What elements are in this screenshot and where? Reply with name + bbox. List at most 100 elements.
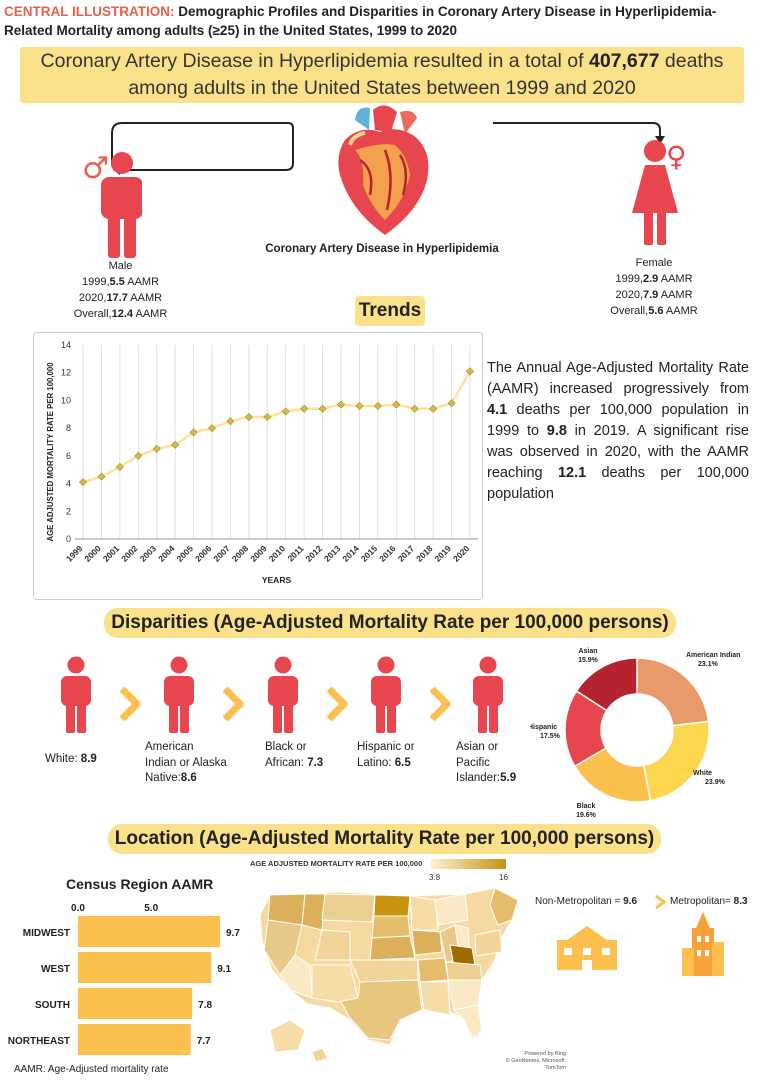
race-label: Hispanic or Latino: 6.5 xyxy=(357,740,457,771)
x-tick-label: 2016 xyxy=(377,543,398,564)
male-stats: Male 1999,5.5 AAMR 2020,17.7 AAMR Overal… xyxy=(58,258,183,322)
person-leg-right xyxy=(387,699,396,733)
data-point-2016 xyxy=(392,400,401,409)
race-value: 6.5 xyxy=(394,756,411,769)
map-legend-title: AGE ADJUSTED MORTALITY RATE PER 100,000 xyxy=(250,859,423,868)
race-value: 8.9 xyxy=(80,753,97,765)
race-label-line: Asian or xyxy=(456,741,499,753)
x-tick-label: 2020 xyxy=(451,543,472,564)
metro-stat: Metropolitan= 8.3 xyxy=(670,896,748,907)
female-figure-icon: ♀ xyxy=(632,140,687,245)
race-label-line: Native:8.6 xyxy=(145,772,197,784)
person-head xyxy=(274,656,292,674)
data-point-2006 xyxy=(207,424,217,433)
male-overall: Overall,12.4 AAMR xyxy=(73,308,168,320)
disparities-title: Disparities (Age-Adjusted Mortality Rate… xyxy=(104,608,676,638)
person-leg-left xyxy=(169,699,178,733)
census-bar-midwest xyxy=(78,916,220,947)
donut-slice-white xyxy=(642,720,710,802)
person-leg-left xyxy=(376,699,385,733)
banner-line-1: Coronary Artery Disease in Hyperlipidemi… xyxy=(20,48,744,75)
header-title: CENTRAL ILLUSTRATION: Demographic Profil… xyxy=(4,2,760,40)
person-icon xyxy=(473,656,503,733)
data-point-2019 xyxy=(447,399,456,408)
x-tick-label: 2007 xyxy=(211,543,232,564)
trends-title: Trends xyxy=(355,296,425,326)
race-label-line: Latino: 6.5 xyxy=(357,756,411,769)
rural-building-icon xyxy=(557,926,617,970)
aamr-2019: 9.8 xyxy=(546,423,567,439)
summary-banner: Coronary Artery Disease in Hyperlipidemi… xyxy=(20,47,744,103)
x-axis-title: YEARS xyxy=(262,575,292,585)
arrow-to-female-line xyxy=(122,122,294,171)
donut-slice-asian xyxy=(575,657,638,712)
person-body xyxy=(61,676,91,706)
x-tick-label: 2000 xyxy=(82,543,103,564)
donut-slice-american-indian xyxy=(636,657,710,727)
census-bar-chart: 0.0 5.0 MIDWEST 9.7 WEST 9.1 SOUTH 7.8 NORTHEAST… xyxy=(8,903,240,1055)
x-tick-label: 2003 xyxy=(138,543,159,564)
female-label: Female xyxy=(635,257,673,269)
data-point-2002 xyxy=(134,451,143,460)
donut-label: White xyxy=(693,770,712,777)
race-label: American Indian or Alaska Native:8.6 xyxy=(145,740,245,787)
male-1999: 1999,5.5 AAMR xyxy=(81,276,160,288)
map-credit-1: Powered by Bing xyxy=(524,1051,566,1057)
y-tick-label: 0 xyxy=(66,534,71,544)
person-head xyxy=(479,656,497,674)
census-category-label: NORTHEAST xyxy=(8,1036,70,1047)
person-head xyxy=(377,656,395,674)
x-tick-label: 2011 xyxy=(285,543,305,563)
person-icon xyxy=(61,656,91,733)
x-tick-label: 2008 xyxy=(230,543,251,564)
data-point-2013 xyxy=(336,400,346,409)
male-label: Male xyxy=(108,260,133,272)
header-text: Demographic Profiles and Disparities in … xyxy=(4,4,717,38)
trends-description: The Annual Age-Adjusted Mortality Rate (… xyxy=(487,360,749,502)
male-2020: 2020,17.7 AAMR xyxy=(78,292,163,304)
data-point-2003 xyxy=(152,444,161,453)
x-tick-label: 2004 xyxy=(156,543,177,564)
x-tick-label: 2010 xyxy=(267,543,288,564)
x-tick-label: 2005 xyxy=(175,543,196,564)
x-tick-label: 2014 xyxy=(340,543,361,564)
donut-percent: 23.1% xyxy=(698,661,719,668)
x-tick-label: 2018 xyxy=(414,543,435,564)
svg-text:♀: ♀ xyxy=(666,140,687,173)
race-value: 8.6 xyxy=(180,772,197,784)
heart-icon xyxy=(338,105,429,235)
census-category-label: SOUTH xyxy=(35,1000,70,1011)
data-point-2018 xyxy=(429,404,438,413)
race-label-line: Hispanic or xyxy=(357,741,415,753)
banner-line1-post: deaths xyxy=(659,50,724,72)
donut-label: Asian xyxy=(578,648,597,655)
race-donut-chart: American Indian 23.1% White 23.9% Black 19.6%… xyxy=(530,648,740,819)
banner-line1-pre: Coronary Artery Disease in Hyperlipidemi… xyxy=(40,50,589,72)
map-credit-2: © GeoNames, Microsoft, TomTom xyxy=(505,1058,566,1071)
x-tick-label: 2006 xyxy=(193,543,214,564)
data-point-2015 xyxy=(373,401,382,410)
arrow-to-male-line xyxy=(493,122,661,138)
map-credits: Powered by Bing © GeoNames, Microsoft, T… xyxy=(486,1051,566,1072)
y-tick-label: 4 xyxy=(66,479,71,489)
person-leg-right xyxy=(489,699,498,733)
census-category-label: WEST xyxy=(41,964,70,975)
chevron-right-icon xyxy=(655,894,667,910)
race-label: White: 8.9 xyxy=(45,752,145,768)
data-point-2014 xyxy=(355,401,364,410)
heart-caption: Coronary Artery Disease in Hyperlipidemi… xyxy=(265,243,499,255)
nonmetro-value: 9.6 xyxy=(623,896,638,907)
donut-label: Black xyxy=(577,803,596,810)
data-point-2004 xyxy=(171,440,180,449)
person-body xyxy=(371,676,401,706)
map-legend-gradient xyxy=(431,859,506,869)
race-value: 5.9 xyxy=(500,772,517,784)
female-stats: Female 1999,2.9 AAMR 2020,7.9 AAMR Overa… xyxy=(595,255,713,319)
race-label-line: Indian or Alaska xyxy=(145,756,227,769)
location-title: Location (Age-Adjusted Mortality Rate pe… xyxy=(108,824,661,854)
person-leg-right xyxy=(180,699,189,733)
chevron-path xyxy=(119,686,141,722)
x-tick-label: 2015 xyxy=(359,543,380,564)
data-point-2007 xyxy=(226,417,235,426)
y-axis-title: AGE ADJUSTED MORTALITY RATE PER 100,000 xyxy=(46,362,55,542)
